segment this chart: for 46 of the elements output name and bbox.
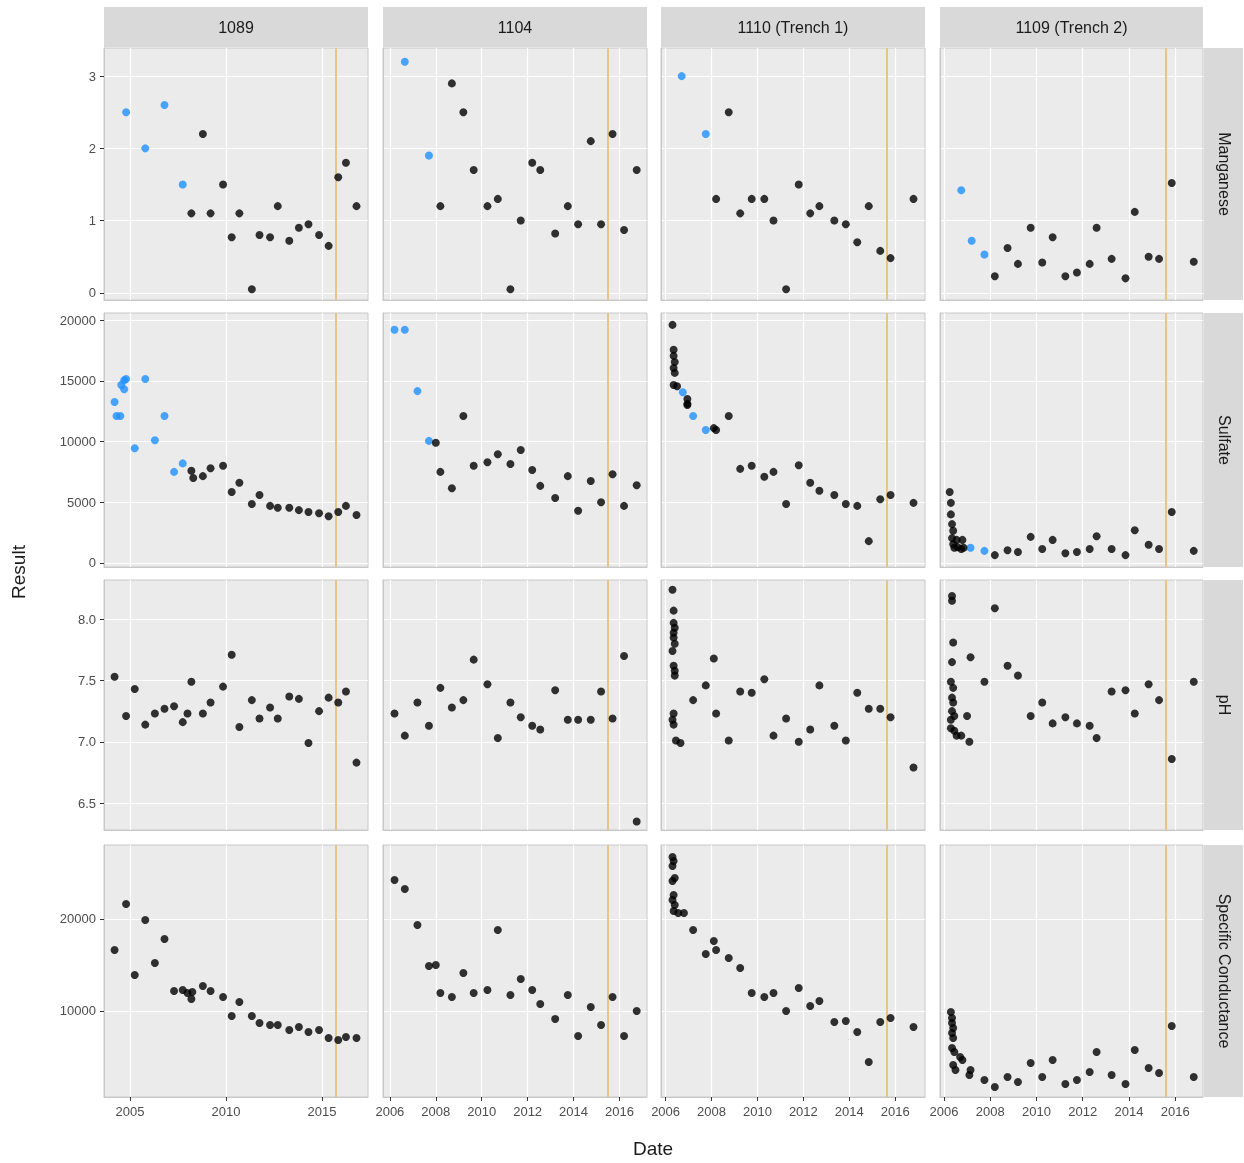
x-tick-label: 2012 — [788, 1104, 818, 1119]
y-tick-label: 20000 — [59, 312, 96, 328]
x-tick-label: 2014 — [834, 1104, 864, 1119]
y-tick-label: 1 — [88, 213, 96, 229]
x-tick-label: 2014 — [559, 1104, 588, 1119]
x-tick-label: 2006 — [375, 1104, 405, 1119]
chart-title: 1110 (Trench 1) — [737, 18, 849, 36]
y-tick-label: 7.0 — [77, 734, 96, 750]
x-tick-label: 2012 — [1068, 1104, 1098, 1119]
text: Specific Conductance — [1215, 893, 1233, 1049]
x-tick-label: 2008 — [975, 1104, 1005, 1119]
y-tick-label: 2 — [88, 140, 96, 156]
y-tick-label: 8.0 — [77, 611, 96, 627]
y-tick-label: 3 — [88, 68, 96, 84]
y-tick-label: 0 — [88, 285, 96, 301]
x-tick-label: 2010 — [211, 1104, 241, 1119]
x-tick-label: 2005 — [115, 1104, 145, 1119]
x-tick-label: 2012 — [513, 1104, 543, 1119]
x-tick-label: 2016 — [1160, 1104, 1190, 1119]
x-axis-title: Date — [632, 1137, 674, 1159]
chart-title: 1089 — [218, 18, 254, 36]
y-tick-label: 0 — [88, 555, 96, 571]
x-tick-label: 2016 — [880, 1104, 910, 1119]
y-tick-label: 20000 — [59, 911, 96, 927]
x-tick-label: 2014 — [1114, 1104, 1144, 1119]
x-tick-label: 2010 — [1022, 1104, 1051, 1119]
y-tick-label: 10000 — [59, 1003, 96, 1019]
x-tick-label: 2008 — [421, 1104, 451, 1119]
x-tick-label: 2006 — [651, 1104, 681, 1119]
x-tick-label: 2016 — [604, 1104, 634, 1119]
text: Sulfate — [1215, 415, 1233, 466]
text: pH — [1215, 694, 1233, 716]
x-tick-label: 2008 — [697, 1104, 726, 1119]
y-tick-label: 6.5 — [77, 795, 96, 811]
y-axis-title: Result — [7, 544, 29, 599]
x-tick-label: 2015 — [307, 1104, 337, 1119]
text: Manganese — [1215, 132, 1233, 216]
chart-title: 1104 — [497, 18, 533, 36]
y-tick-label: 15000 — [59, 373, 96, 389]
y-tick-label: 5000 — [67, 494, 96, 510]
chart-title: 1109 (Trench 2) — [1015, 18, 1128, 36]
x-tick-label: 2006 — [929, 1104, 959, 1119]
y-tick-label: 10000 — [59, 434, 96, 450]
y-tick-label: 7.5 — [77, 672, 96, 688]
x-tick-label: 2010 — [742, 1104, 772, 1119]
x-tick-label: 2010 — [467, 1104, 497, 1119]
